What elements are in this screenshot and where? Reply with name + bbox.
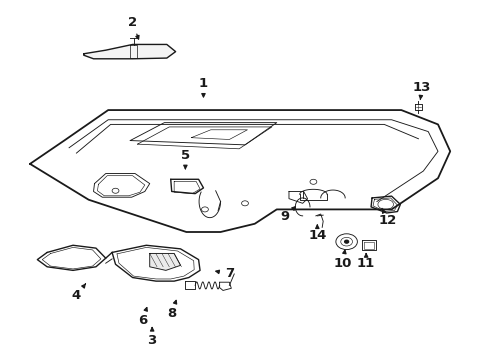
Text: 1: 1: [199, 77, 208, 97]
Polygon shape: [84, 44, 175, 59]
Text: 9: 9: [280, 207, 295, 223]
Text: 3: 3: [147, 328, 157, 347]
Text: 10: 10: [334, 250, 352, 270]
Text: 6: 6: [138, 307, 147, 327]
Circle shape: [344, 240, 348, 243]
Text: 14: 14: [308, 225, 326, 242]
Text: 13: 13: [413, 81, 431, 100]
Text: 7: 7: [216, 267, 234, 280]
Text: 4: 4: [72, 284, 85, 302]
Text: 11: 11: [357, 253, 375, 270]
Text: 2: 2: [128, 16, 139, 39]
Text: 8: 8: [167, 300, 177, 320]
Text: 5: 5: [181, 149, 190, 168]
Text: 12: 12: [379, 208, 397, 227]
Polygon shape: [150, 253, 180, 270]
